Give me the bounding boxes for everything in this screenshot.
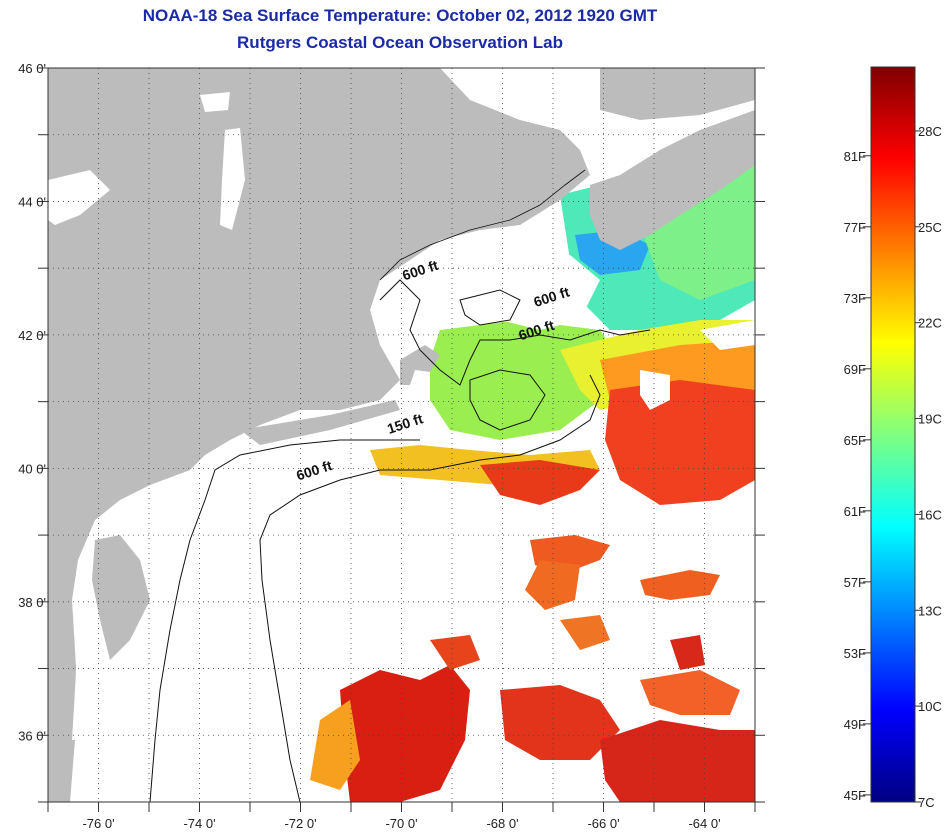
- sst-patch-south-orange-edge: [310, 700, 360, 790]
- bathymetry-contours: [149, 279, 651, 802]
- cloud-patch-2: [640, 370, 670, 410]
- land-layer: [48, 68, 755, 802]
- sst-patch-warm-eddy-red: [605, 380, 755, 505]
- sst-patch-south-scatter-1: [430, 635, 480, 670]
- lon-tick-label: -72 0': [284, 816, 316, 831]
- land-maritimes-north: [600, 68, 755, 120]
- sst-patch-south-scatter-2: [560, 615, 610, 650]
- colorbar-label-f: 81F: [844, 149, 866, 164]
- coastline-detail: [379, 169, 586, 281]
- sst-patch-south-orange-east: [640, 670, 740, 715]
- map-plot-area[interactable]: -76 0' -74 0' -72 0' -70 0' -68 0' -66 0' -64 …: [18, 61, 765, 831]
- lat-tick-label: 42 0': [18, 328, 46, 343]
- contour-georges-bank: [469, 369, 546, 431]
- cloud-patch-3: [700, 320, 755, 350]
- lon-tick-label: -70 0': [385, 816, 417, 831]
- colorbar-label-f: 73F: [844, 291, 866, 306]
- map-title: NOAA-18 Sea Surface Temperature: October…: [142, 6, 658, 25]
- contour-600ft-shelf: [259, 374, 601, 802]
- cloud-patch-1: [480, 255, 600, 330]
- sst-patch-south-red-mid: [500, 685, 620, 760]
- contour-gulf-of-maine-inner: [459, 289, 521, 326]
- lat-tick-label: 44 0': [18, 194, 46, 209]
- sst-patch-offshore-2: [525, 560, 580, 610]
- colorbar-label-c: 28C: [918, 124, 942, 139]
- colorbar-label-f: 61F: [844, 504, 866, 519]
- land-long-island: [240, 400, 400, 445]
- lat-tick-label: 38 0': [18, 595, 46, 610]
- contour-150ft-shelf: [149, 439, 420, 802]
- latitude-axis: 46 0' 44 0' 42 0' 40 0' 38 0' 36 0': [18, 61, 765, 803]
- lon-tick-label: -66 0': [587, 816, 619, 831]
- lon-tick-label: -64 0': [688, 816, 720, 831]
- lat-tick-label: 36 0': [18, 728, 46, 743]
- longitude-axis: -76 0' -74 0' -72 0' -70 0' -68 0' -66 0' -64 …: [47, 802, 756, 831]
- colorbar-label-c: 7C: [918, 795, 935, 810]
- lake-champlain: [220, 128, 245, 230]
- lon-tick-label: -76 0': [82, 816, 114, 831]
- colorbar-ramp: [870, 66, 916, 803]
- colorbar-label-c: 22C: [918, 316, 942, 331]
- cloud-mask: [480, 255, 755, 410]
- sst-patch-offshore-4: [670, 635, 705, 670]
- colorbar-label-f: 57F: [844, 575, 866, 590]
- lon-tick-label: -68 0': [486, 816, 518, 831]
- lat-tick-label: 40 0': [18, 461, 46, 476]
- sst-patch-south-red-east: [600, 720, 755, 802]
- sst-patch-south-red-west: [340, 665, 470, 802]
- colorbar-fahrenheit-labels: 81F 77F 73F 69F 65F 61F 57F 53F 49F 45F: [844, 149, 871, 803]
- colorbar-label-f: 49F: [844, 717, 866, 732]
- colorbar-label-c: 16C: [918, 507, 942, 522]
- land-new-england: [48, 68, 590, 802]
- contour-600ft-gulf-of-maine: [379, 279, 651, 386]
- temperature-colorbar: 81F 77F 73F 69F 65F 61F 57F 53F 49F 45F 28C 25C 22C…: [844, 66, 942, 810]
- inland-water-lake-ontario: [48, 170, 110, 225]
- colorbar-label-f: 45F: [844, 788, 866, 803]
- colorbar-label-f: 69F: [844, 362, 866, 377]
- colorbar-label-c: 25C: [918, 220, 942, 235]
- map-subtitle: Rutgers Coastal Ocean Observation Lab: [237, 33, 563, 52]
- land-nova-scotia: [590, 110, 755, 250]
- colorbar-label-f: 77F: [844, 220, 866, 235]
- sst-patch-shelf-break-red: [480, 460, 600, 505]
- colorbar-label-c: 13C: [918, 603, 942, 618]
- chesapeake-bay: [72, 560, 90, 740]
- land-delmarva: [92, 535, 150, 660]
- colorbar-label-c: 10C: [918, 699, 942, 714]
- inland-water-1: [200, 92, 230, 112]
- colorbar-celsius-labels: 28C 25C 22C 19C 16C 13C 10C 7C: [915, 124, 942, 810]
- land-cape-cod: [400, 345, 440, 385]
- lat-tick-label: 46 0': [18, 61, 46, 76]
- colorbar-label-f: 65F: [844, 433, 866, 448]
- sst-patch-offshore-3: [640, 570, 720, 600]
- colorbar-label-f: 53F: [844, 646, 866, 661]
- lon-tick-label: -74 0': [183, 816, 215, 831]
- colorbar-label-c: 19C: [918, 412, 942, 427]
